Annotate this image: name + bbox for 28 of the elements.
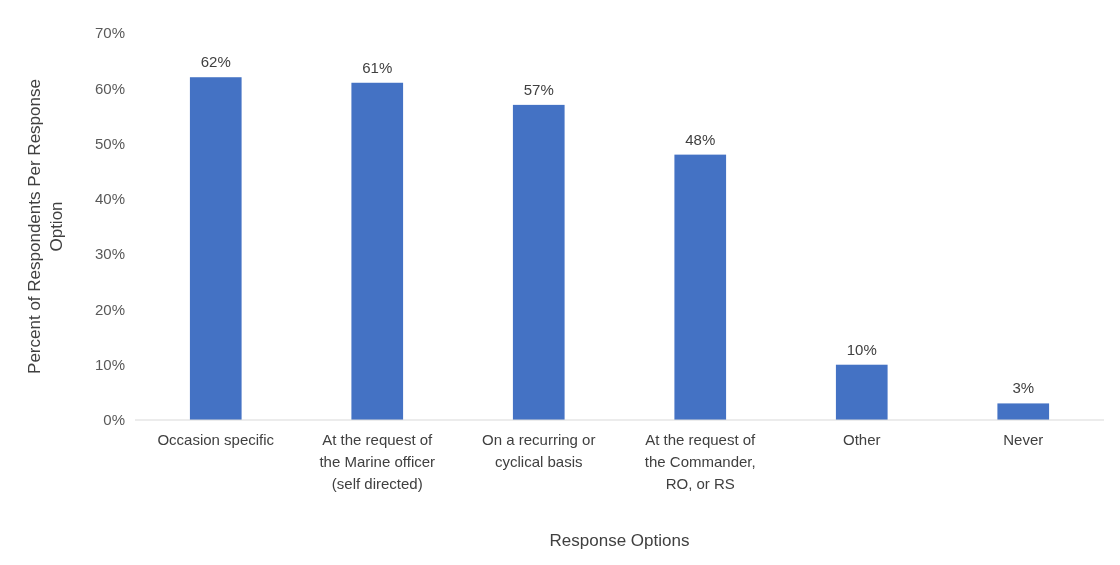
x-tick-label: Occasion specific [157,431,275,448]
x-axis-title: Response Options [549,531,690,550]
bar [997,403,1050,420]
bar [189,77,242,420]
y-tick-label: 70% [94,24,125,42]
bar [674,154,727,420]
data-label: 48% [685,130,716,148]
data-label: 10% [846,340,877,358]
data-label: 57% [523,80,554,98]
x-tick-label: On a recurring or cyclical basis [482,431,596,470]
data-label: 3% [1012,379,1035,397]
y-tick-label: 60% [94,79,125,97]
data-label: 62% [200,53,231,71]
x-tick-label: Other [842,431,881,448]
y-tick-label: 50% [94,134,125,152]
x-tick-label: Never [1003,431,1044,448]
bar [512,104,565,420]
y-tick-label: 10% [94,355,125,373]
y-axis-title: Percent of Respondents Per Response Option [25,79,66,374]
bar [351,82,404,420]
y-tick-label: 30% [94,245,125,263]
y-tick-label: 20% [94,300,125,318]
data-label: 61% [362,58,393,76]
bar [835,364,888,420]
y-tick-label: 0% [103,411,125,429]
x-tick-label: At the request of the Commander, RO, or RS [644,431,757,492]
y-tick-label: 40% [94,190,125,208]
x-tick-label: At the request of the Marine officer (self directed) [319,431,436,492]
